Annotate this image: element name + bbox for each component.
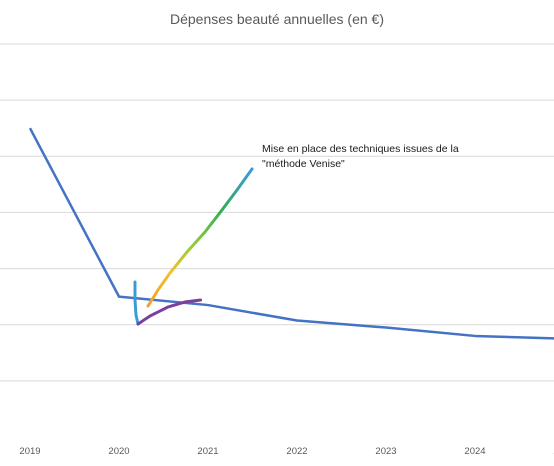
arrow-head-left: [133, 280, 140, 326]
annotation-text: Mise en place des techniques issues de l…: [262, 143, 462, 170]
series-line-depenses: [28, 127, 554, 340]
arrow-head-bottom: [136, 298, 203, 326]
annotation-line-2: "méthode Venise": [262, 158, 345, 170]
gridlines: [0, 43, 554, 382]
x-tick-label: 2023: [375, 446, 396, 457]
x-tick-label: 2024: [464, 446, 485, 457]
x-tick-label: 2021: [197, 446, 218, 457]
x-tick-label: 2019: [19, 446, 40, 457]
chart-title: Dépenses beauté annuelles (en €): [170, 11, 384, 27]
x-tick-labels: 2019202020212022202320242025: [19, 446, 554, 457]
annotation-line-1: Mise en place des techniques issues de l…: [262, 143, 459, 155]
x-tick-label: 2022: [286, 446, 307, 457]
x-tick-label: 2020: [108, 446, 129, 457]
annotation-arrow: [133, 167, 254, 326]
arrow-shaft: [146, 167, 254, 308]
